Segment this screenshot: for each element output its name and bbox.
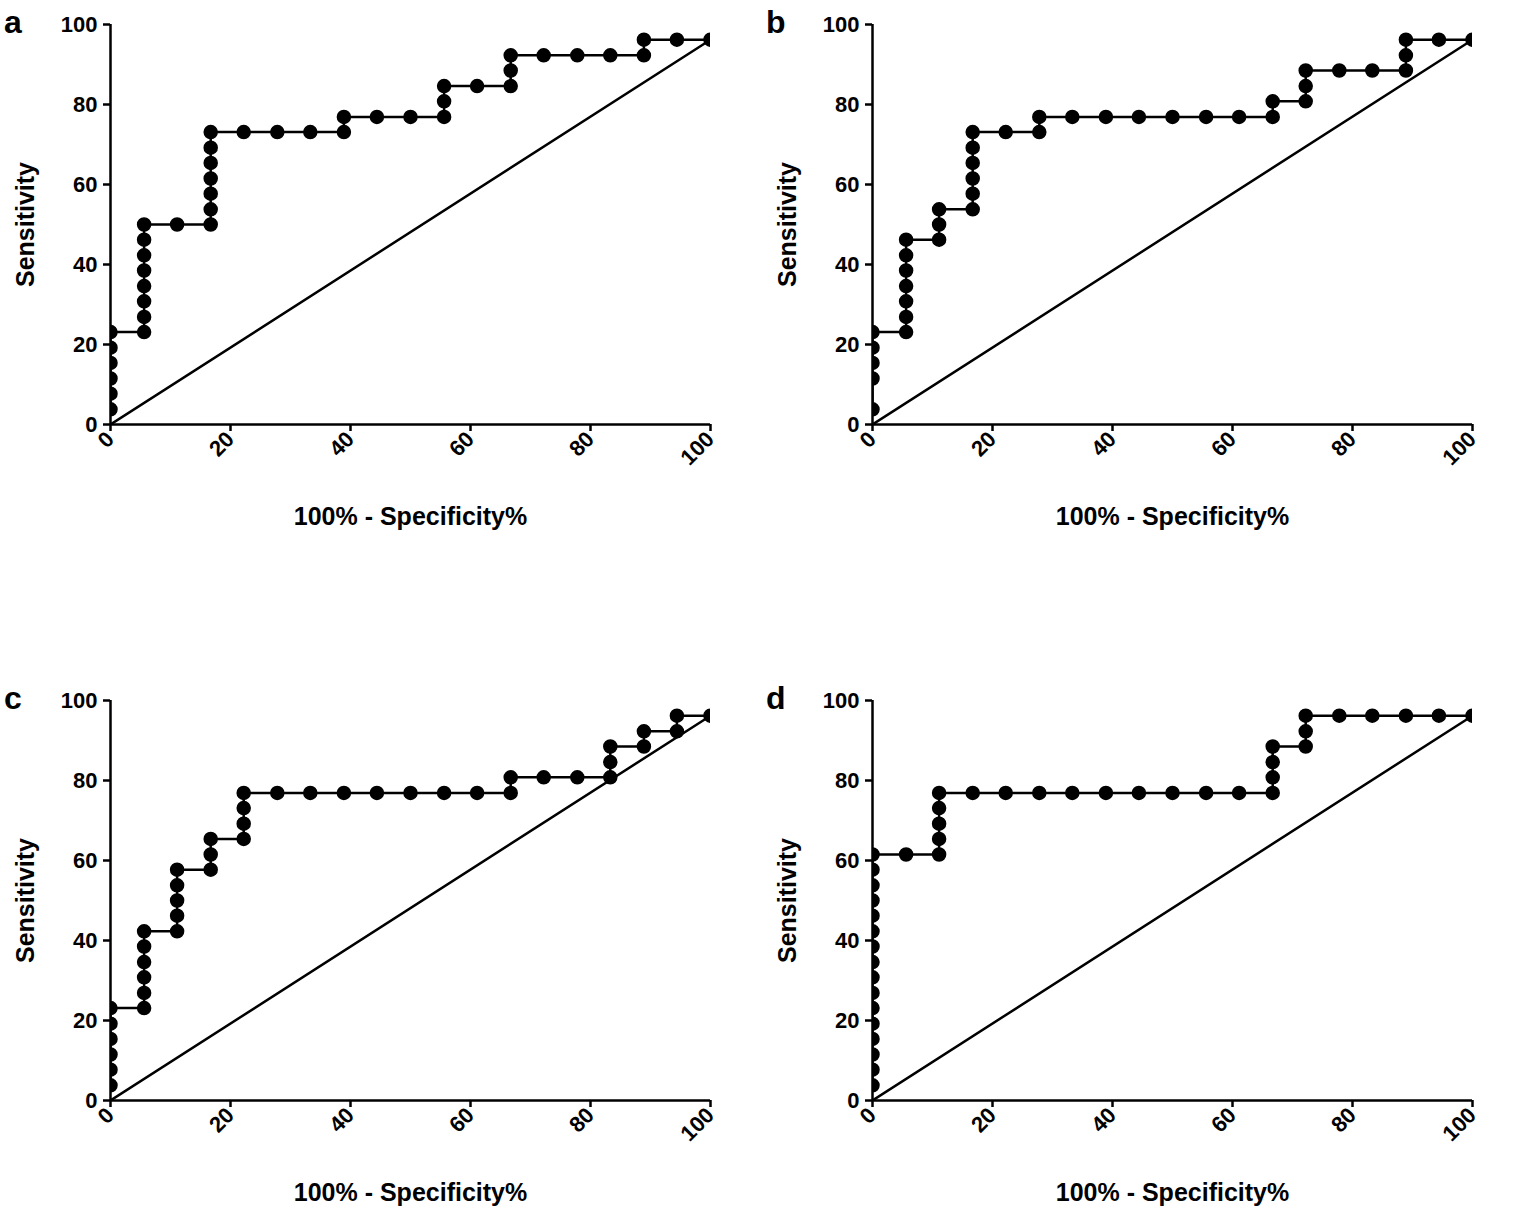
svg-text:0: 0 [854, 426, 881, 453]
svg-text:100% - Specificity%: 100% - Specificity% [1056, 1178, 1289, 1206]
svg-text:60: 60 [73, 848, 97, 873]
svg-text:0: 0 [847, 1088, 859, 1113]
svg-text:Sensitivity: Sensitivity [11, 838, 39, 963]
svg-text:100: 100 [675, 426, 719, 470]
html-text:a: a [4, 4, 22, 40]
svg-text:Sensitivity: Sensitivity [11, 162, 39, 287]
svg-text:20: 20 [204, 426, 239, 461]
svg-text:20: 20 [835, 1008, 859, 1033]
svg-text:100: 100 [675, 1102, 719, 1146]
svg-text:40: 40 [1086, 426, 1121, 461]
svg-text:20: 20 [835, 332, 859, 357]
svg-text:20: 20 [73, 1008, 97, 1033]
svg-text:40: 40 [324, 426, 359, 461]
html-text:d: d [766, 680, 786, 716]
svg-text:60: 60 [73, 172, 97, 197]
svg-text:20: 20 [966, 426, 1001, 461]
svg-text:0: 0 [92, 1102, 119, 1129]
svg-text:80: 80 [73, 92, 97, 117]
svg-text:40: 40 [835, 252, 859, 277]
svg-text:Sensitivity: Sensitivity [773, 838, 801, 963]
html-text:b: b [766, 4, 786, 40]
svg-text:100% - Specificity%: 100% - Specificity% [294, 1178, 527, 1206]
svg-text:Sensitivity: Sensitivity [773, 162, 801, 287]
svg-text:100: 100 [1437, 426, 1481, 470]
svg-text:80: 80 [73, 768, 97, 793]
svg-text:100% - Specificity%: 100% - Specificity% [294, 502, 527, 530]
svg-text:60: 60 [835, 172, 859, 197]
svg-text:100: 100 [823, 12, 860, 37]
svg-text:80: 80 [1326, 1102, 1361, 1137]
svg-text:20: 20 [73, 332, 97, 357]
svg-text:100: 100 [1437, 1102, 1481, 1146]
svg-text:0: 0 [85, 412, 97, 437]
svg-text:0: 0 [854, 1102, 881, 1129]
svg-text:100: 100 [61, 688, 98, 713]
svg-text:40: 40 [73, 928, 97, 953]
svg-text:40: 40 [1086, 1102, 1121, 1137]
svg-text:80: 80 [835, 92, 859, 117]
svg-text:0: 0 [847, 412, 859, 437]
svg-text:0: 0 [85, 1088, 97, 1113]
svg-text:0: 0 [92, 426, 119, 453]
svg-text:80: 80 [835, 768, 859, 793]
svg-text:100% - Specificity%: 100% - Specificity% [1056, 502, 1289, 530]
svg-text:80: 80 [564, 426, 599, 461]
svg-text:20: 20 [204, 1102, 239, 1137]
svg-text:40: 40 [324, 1102, 359, 1137]
svg-text:60: 60 [1206, 1102, 1241, 1137]
svg-text:40: 40 [73, 252, 97, 277]
svg-text:100: 100 [823, 688, 860, 713]
svg-text:60: 60 [835, 848, 859, 873]
html-text:c: c [4, 680, 22, 716]
svg-text:60: 60 [444, 426, 479, 461]
svg-text:20: 20 [966, 1102, 1001, 1137]
svg-text:40: 40 [835, 928, 859, 953]
svg-text:60: 60 [444, 1102, 479, 1137]
svg-text:80: 80 [564, 1102, 599, 1137]
svg-text:100: 100 [61, 12, 98, 37]
svg-text:80: 80 [1326, 426, 1361, 461]
svg-text:60: 60 [1206, 426, 1241, 461]
